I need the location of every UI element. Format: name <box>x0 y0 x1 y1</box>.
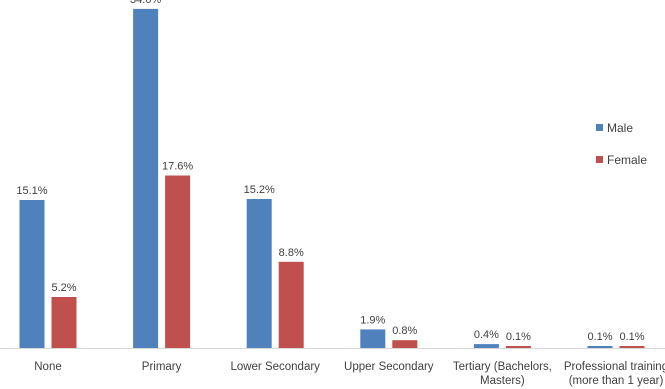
legend-label-female: Female <box>607 153 647 167</box>
bar-male-3 <box>360 329 386 348</box>
legend-label-male: Male <box>607 121 633 135</box>
bars-group <box>19 8 645 349</box>
legend-swatch-male <box>596 124 603 131</box>
bar-female-4 <box>505 346 531 348</box>
data-labels-group: 15.1% 5.2% 34.6% 17.6% 15.2% 8.8% 1.9% 0.8% 0.4%… <box>16 0 644 343</box>
data-label-male-3: 1.9% <box>360 314 385 326</box>
x-tick-label-0: None <box>34 361 62 373</box>
data-label-female-2: 8.8% <box>279 247 304 259</box>
legend-swatch-female <box>596 156 603 163</box>
data-label-male-5: 0.1% <box>587 331 612 343</box>
bar-male-4 <box>473 344 499 348</box>
bar-female-0 <box>51 297 77 348</box>
bar-male-1 <box>133 8 159 349</box>
data-label-female-5: 0.1% <box>619 331 644 343</box>
data-label-male-2: 15.2% <box>244 184 275 196</box>
bar-male-5 <box>587 346 613 348</box>
x-tick-labels-group: None Primary Lower Secondary Upper Secondar… <box>34 361 665 387</box>
data-label-male-4: 0.4% <box>474 329 499 341</box>
data-label-female-3: 0.8% <box>392 325 417 337</box>
x-tick-label-4: Tertiary (Bachelors, <box>453 361 552 373</box>
x-tick-label-5-line2: (more than 1 year) <box>569 375 664 387</box>
x-tick-label-5: Professional training <box>564 361 665 373</box>
data-label-female-0: 5.2% <box>51 282 76 294</box>
bar-male-0 <box>19 200 45 348</box>
x-tick-label-4-line2: Masters) <box>480 375 525 387</box>
data-label-male-0: 15.1% <box>16 185 47 197</box>
data-label-female-1: 17.6% <box>162 161 193 173</box>
bar-female-5 <box>619 346 645 348</box>
data-label-female-4: 0.1% <box>506 331 531 343</box>
legend: Male Female <box>596 121 647 167</box>
bar-female-3 <box>392 340 418 348</box>
x-tick-label-1: Primary <box>142 361 182 373</box>
x-tick-label-3: Upper Secondary <box>344 361 434 373</box>
bar-female-2 <box>278 261 304 348</box>
data-label-male-1: 34.6% <box>130 0 161 6</box>
x-tick-label-2: Lower Secondary <box>230 361 320 373</box>
bar-female-1 <box>165 175 191 348</box>
bar-male-2 <box>246 199 272 348</box>
